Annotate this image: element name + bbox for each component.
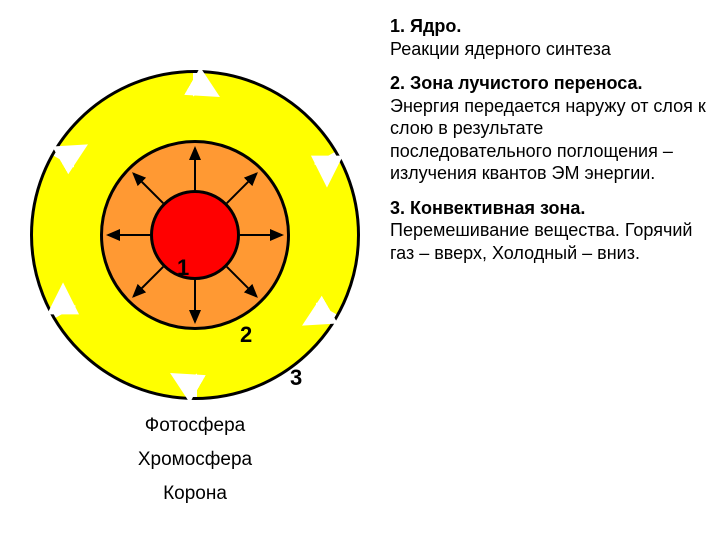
label-chromosphere: Хромосфера [70,449,320,471]
d2-title: 2. Зона лучистого переноса. [390,73,643,93]
descriptions: 1. Ядро. Реакции ядерного синтеза 2. Зон… [390,15,710,276]
d1-title: 1. Ядро. [390,16,461,36]
label-1: 1 [177,255,189,281]
sun-layers-diagram: 1 2 3 [30,70,360,400]
label-corona: Корона [70,483,320,505]
d3-body: Перемешивание вещества. Горячий газ – вв… [390,220,692,263]
core-circle [150,190,240,280]
label-photosphere: Фотосфера [70,415,320,437]
d3-title: 3. Конвективная зона. [390,198,585,218]
d2-body: Энергия передается наружу от слоя к слою… [390,96,706,184]
d1-body: Реакции ядерного синтеза [390,39,611,59]
label-3: 3 [290,365,302,391]
bottom-labels: Фотосфера Хромосфера Корона [70,415,320,517]
label-2: 2 [240,322,252,348]
